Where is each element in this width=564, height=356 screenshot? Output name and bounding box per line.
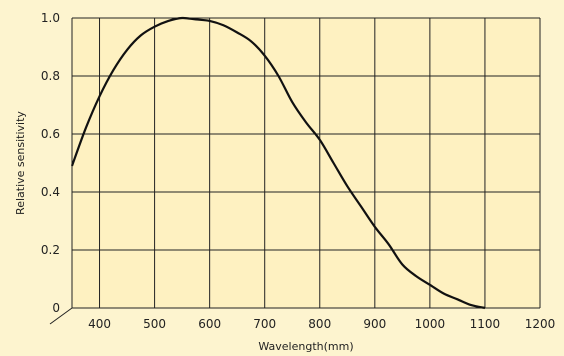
y-tick-label: 0 [52,301,60,315]
x-tick-label: 1000 [415,317,446,331]
x-axis-title: Wavelength(mm) [258,340,353,353]
y-tick-labels: 0 0.2 0.4 0.6 0.8 1.0 [41,11,60,315]
y-tick-label: 0.8 [41,69,60,83]
axis-corner-mark [49,307,73,325]
plot-area [72,18,540,308]
y-tick-label: 0.6 [41,127,60,141]
sensitivity-curve [70,16,486,310]
y-tick-label: 0.4 [41,185,60,199]
x-tick-label: 400 [88,317,111,331]
x-tick-label: 1200 [525,317,556,331]
x-tick-label: 600 [198,317,221,331]
y-tick-label: 1.0 [41,11,60,25]
x-tick-label: 900 [363,317,386,331]
x-tick-label: 500 [143,317,166,331]
x-tick-labels: 400 500 600 700 800 900 1000 1100 1200 [88,317,555,331]
x-tick-label: 700 [253,317,276,331]
grid-lines [71,17,541,309]
x-tick-label: 800 [308,317,331,331]
y-tick-label: 0.2 [41,243,60,257]
x-tick-label: 1100 [470,317,501,331]
y-axis-title: Relative sensitivity [14,111,27,215]
